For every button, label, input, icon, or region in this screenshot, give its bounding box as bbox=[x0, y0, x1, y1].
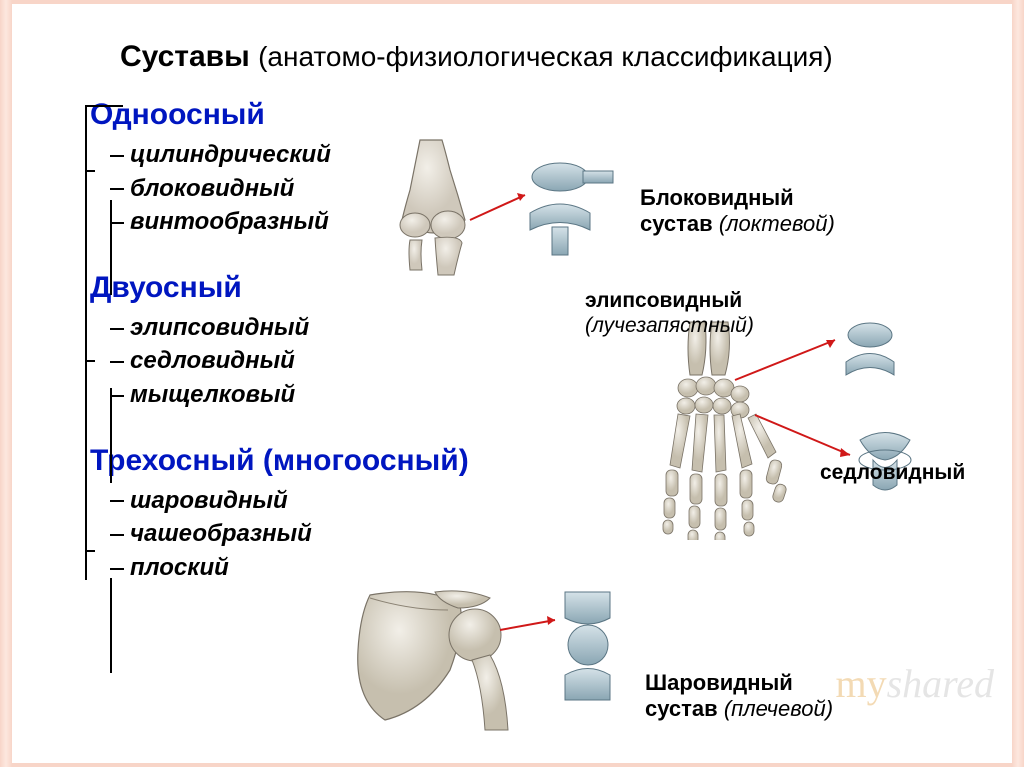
label-saddle: седловидный bbox=[820, 460, 965, 485]
label-ball-l1: Шаровидный bbox=[645, 670, 793, 695]
illus-elbow bbox=[380, 135, 620, 285]
cat3-vline bbox=[110, 578, 112, 673]
page-title: Суставы (анатомо-физиологическая классиф… bbox=[120, 40, 1000, 74]
label-saddle-l1: седловидный bbox=[820, 461, 965, 484]
frame-bottom bbox=[12, 763, 1012, 767]
label-trochlear-l2: сустав bbox=[640, 211, 713, 236]
cat1-connector bbox=[85, 170, 95, 172]
watermark: myshared bbox=[835, 660, 994, 707]
frame-left bbox=[0, 0, 12, 767]
category-uniaxial: Одноосный bbox=[90, 98, 1000, 132]
watermark-shared: shared bbox=[887, 661, 994, 706]
label-ball-paren: (плечевой) bbox=[724, 696, 833, 721]
label-trochlear-paren: (локтевой) bbox=[719, 211, 835, 236]
illus-shoulder bbox=[340, 580, 640, 750]
title-main: Суставы bbox=[120, 40, 250, 73]
illus-hand bbox=[540, 320, 940, 540]
cat2-connector bbox=[85, 360, 95, 362]
label-ellipsoid-paren: (лучезапястный) bbox=[585, 314, 754, 337]
tree-main-vline bbox=[85, 105, 87, 580]
label-ellipsoid-l1: элипсовидный bbox=[585, 289, 742, 312]
label-ellipsoid: элипсовидный (лучезапястный) bbox=[585, 288, 754, 338]
cat1-vline bbox=[110, 200, 112, 295]
cat3-connector bbox=[85, 550, 95, 552]
label-ball: Шаровидный сустав (плечевой) bbox=[645, 670, 833, 723]
label-trochlear: Блоковидный сустав (локтевой) bbox=[640, 185, 835, 238]
cat2-vline bbox=[110, 388, 112, 483]
title-sub: (анатомо-физиологическая классификация) bbox=[258, 41, 833, 72]
content-area: Суставы (анатомо-физиологическая классиф… bbox=[30, 40, 1000, 584]
label-trochlear-l1: Блоковидный bbox=[640, 185, 794, 210]
watermark-my: my bbox=[835, 661, 886, 706]
tree-title-connector bbox=[85, 105, 123, 107]
label-ball-l2: сустав bbox=[645, 696, 718, 721]
frame-right bbox=[1012, 0, 1024, 767]
frame-top bbox=[12, 0, 1012, 4]
